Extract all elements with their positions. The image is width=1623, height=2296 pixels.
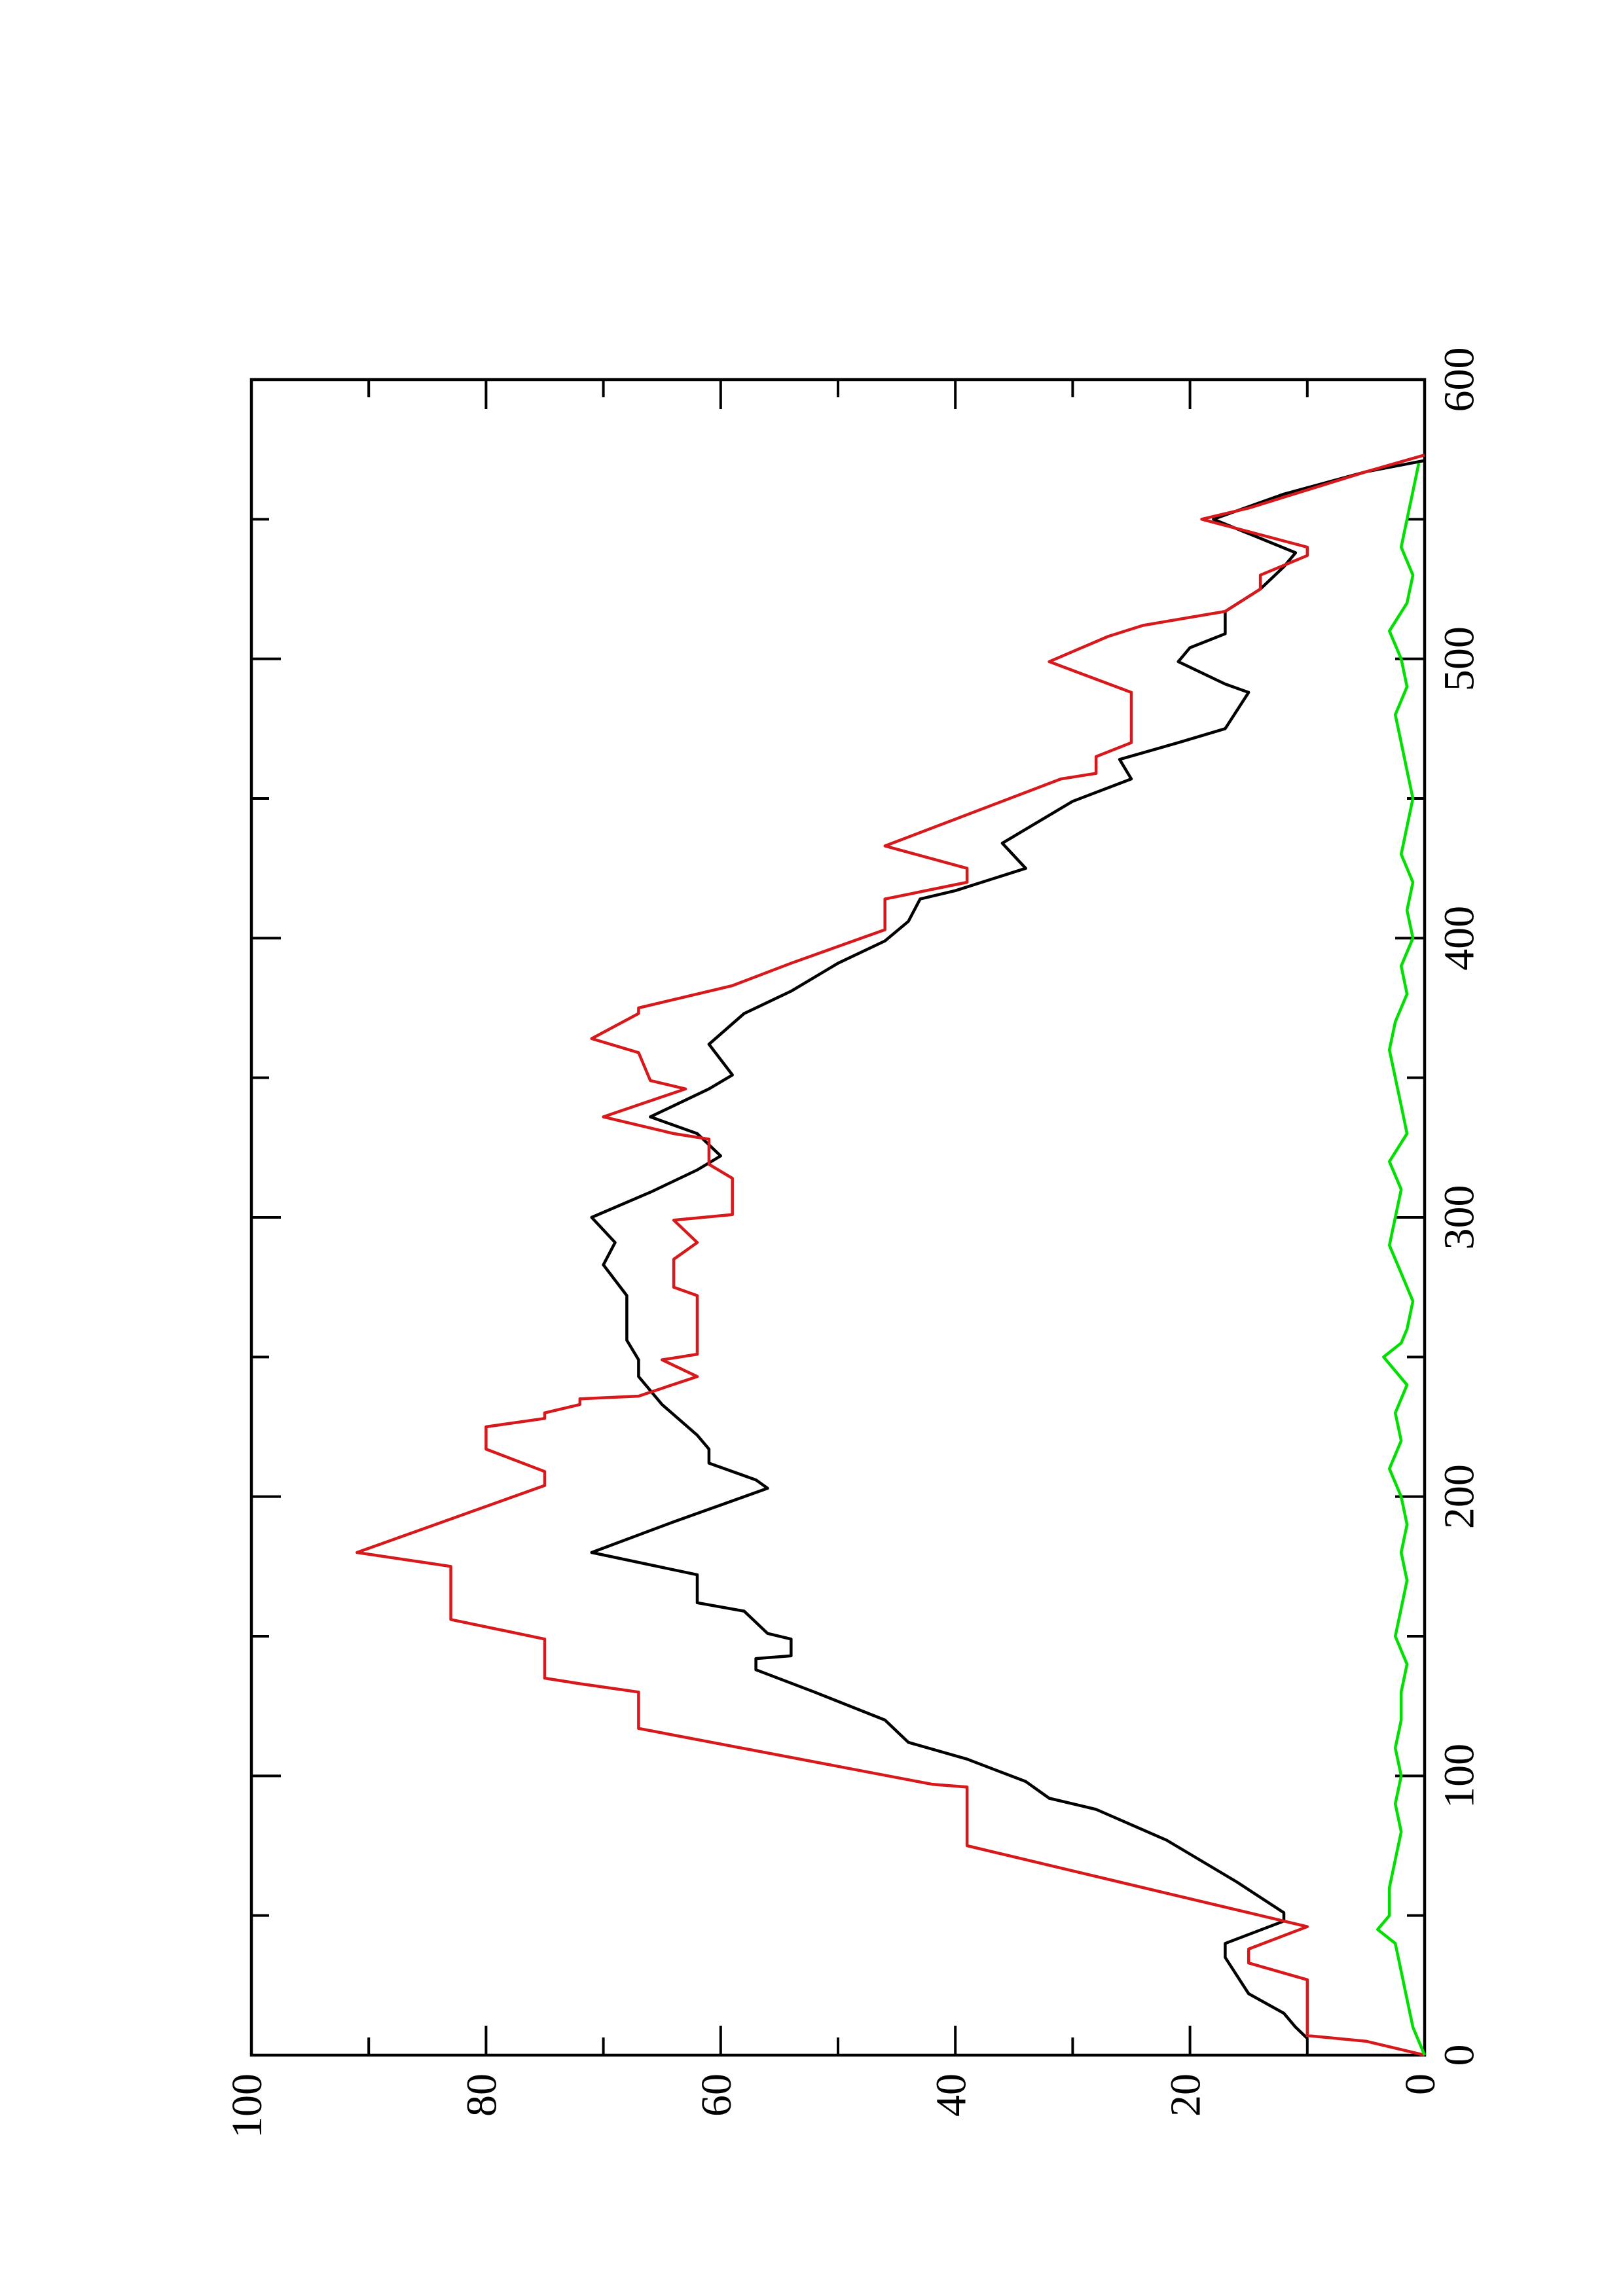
x-tick-label: 100	[1435, 1744, 1483, 1808]
y-tick-label: 20	[1162, 2073, 1210, 2117]
x-tick-label: 300	[1435, 1185, 1483, 1250]
x-tick-label: 400	[1435, 906, 1483, 971]
y-tick-label: 100	[223, 2073, 271, 2138]
data-line	[1376, 463, 1427, 2056]
plot-frame	[249, 378, 1427, 2057]
y-tick-label: 40	[927, 2073, 975, 2117]
x-tick-label: 0	[1435, 2045, 1483, 2066]
x-tick-label: 600	[1435, 348, 1483, 412]
x-tick-label: 200	[1435, 1464, 1483, 1529]
data-line	[590, 459, 1425, 2040]
y-tick-label: 0	[1396, 2073, 1444, 2095]
data-line	[356, 454, 1425, 2057]
y-tick-label: 80	[458, 2073, 506, 2117]
y-tick-label: 60	[693, 2073, 740, 2117]
x-tick-label: 500	[1435, 626, 1483, 691]
